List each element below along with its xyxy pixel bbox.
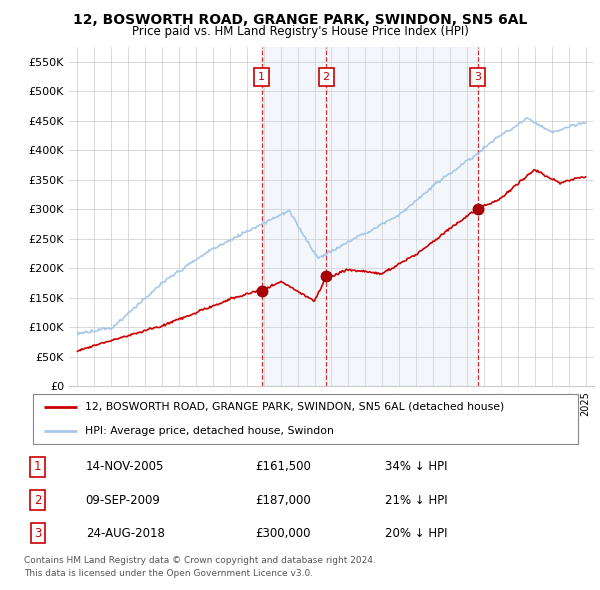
- Text: 34% ↓ HPI: 34% ↓ HPI: [385, 460, 447, 474]
- Text: 14-NOV-2005: 14-NOV-2005: [86, 460, 164, 474]
- Text: £161,500: £161,500: [255, 460, 311, 474]
- Text: HPI: Average price, detached house, Swindon: HPI: Average price, detached house, Swin…: [85, 426, 334, 436]
- Text: 20% ↓ HPI: 20% ↓ HPI: [385, 526, 447, 540]
- Text: This data is licensed under the Open Government Licence v3.0.: This data is licensed under the Open Gov…: [24, 569, 313, 578]
- Text: 09-SEP-2009: 09-SEP-2009: [86, 493, 161, 507]
- Text: 21% ↓ HPI: 21% ↓ HPI: [385, 493, 447, 507]
- Text: 2: 2: [323, 72, 329, 81]
- Text: 2: 2: [34, 493, 41, 507]
- FancyBboxPatch shape: [33, 394, 578, 444]
- Bar: [262, 47, 478, 386]
- Text: Price paid vs. HM Land Registry's House Price Index (HPI): Price paid vs. HM Land Registry's House …: [131, 25, 469, 38]
- Text: Contains HM Land Registry data © Crown copyright and database right 2024.: Contains HM Land Registry data © Crown c…: [24, 556, 376, 565]
- Text: 12, BOSWORTH ROAD, GRANGE PARK, SWINDON, SN5 6AL: 12, BOSWORTH ROAD, GRANGE PARK, SWINDON,…: [73, 13, 527, 27]
- Text: 24-AUG-2018: 24-AUG-2018: [86, 526, 164, 540]
- Text: £187,000: £187,000: [255, 493, 311, 507]
- Text: 3: 3: [34, 526, 41, 540]
- Text: 1: 1: [258, 72, 265, 81]
- Text: 1: 1: [34, 460, 41, 474]
- Text: 12, BOSWORTH ROAD, GRANGE PARK, SWINDON, SN5 6AL (detached house): 12, BOSWORTH ROAD, GRANGE PARK, SWINDON,…: [85, 402, 505, 412]
- Text: 3: 3: [475, 72, 481, 81]
- Text: £300,000: £300,000: [255, 526, 310, 540]
